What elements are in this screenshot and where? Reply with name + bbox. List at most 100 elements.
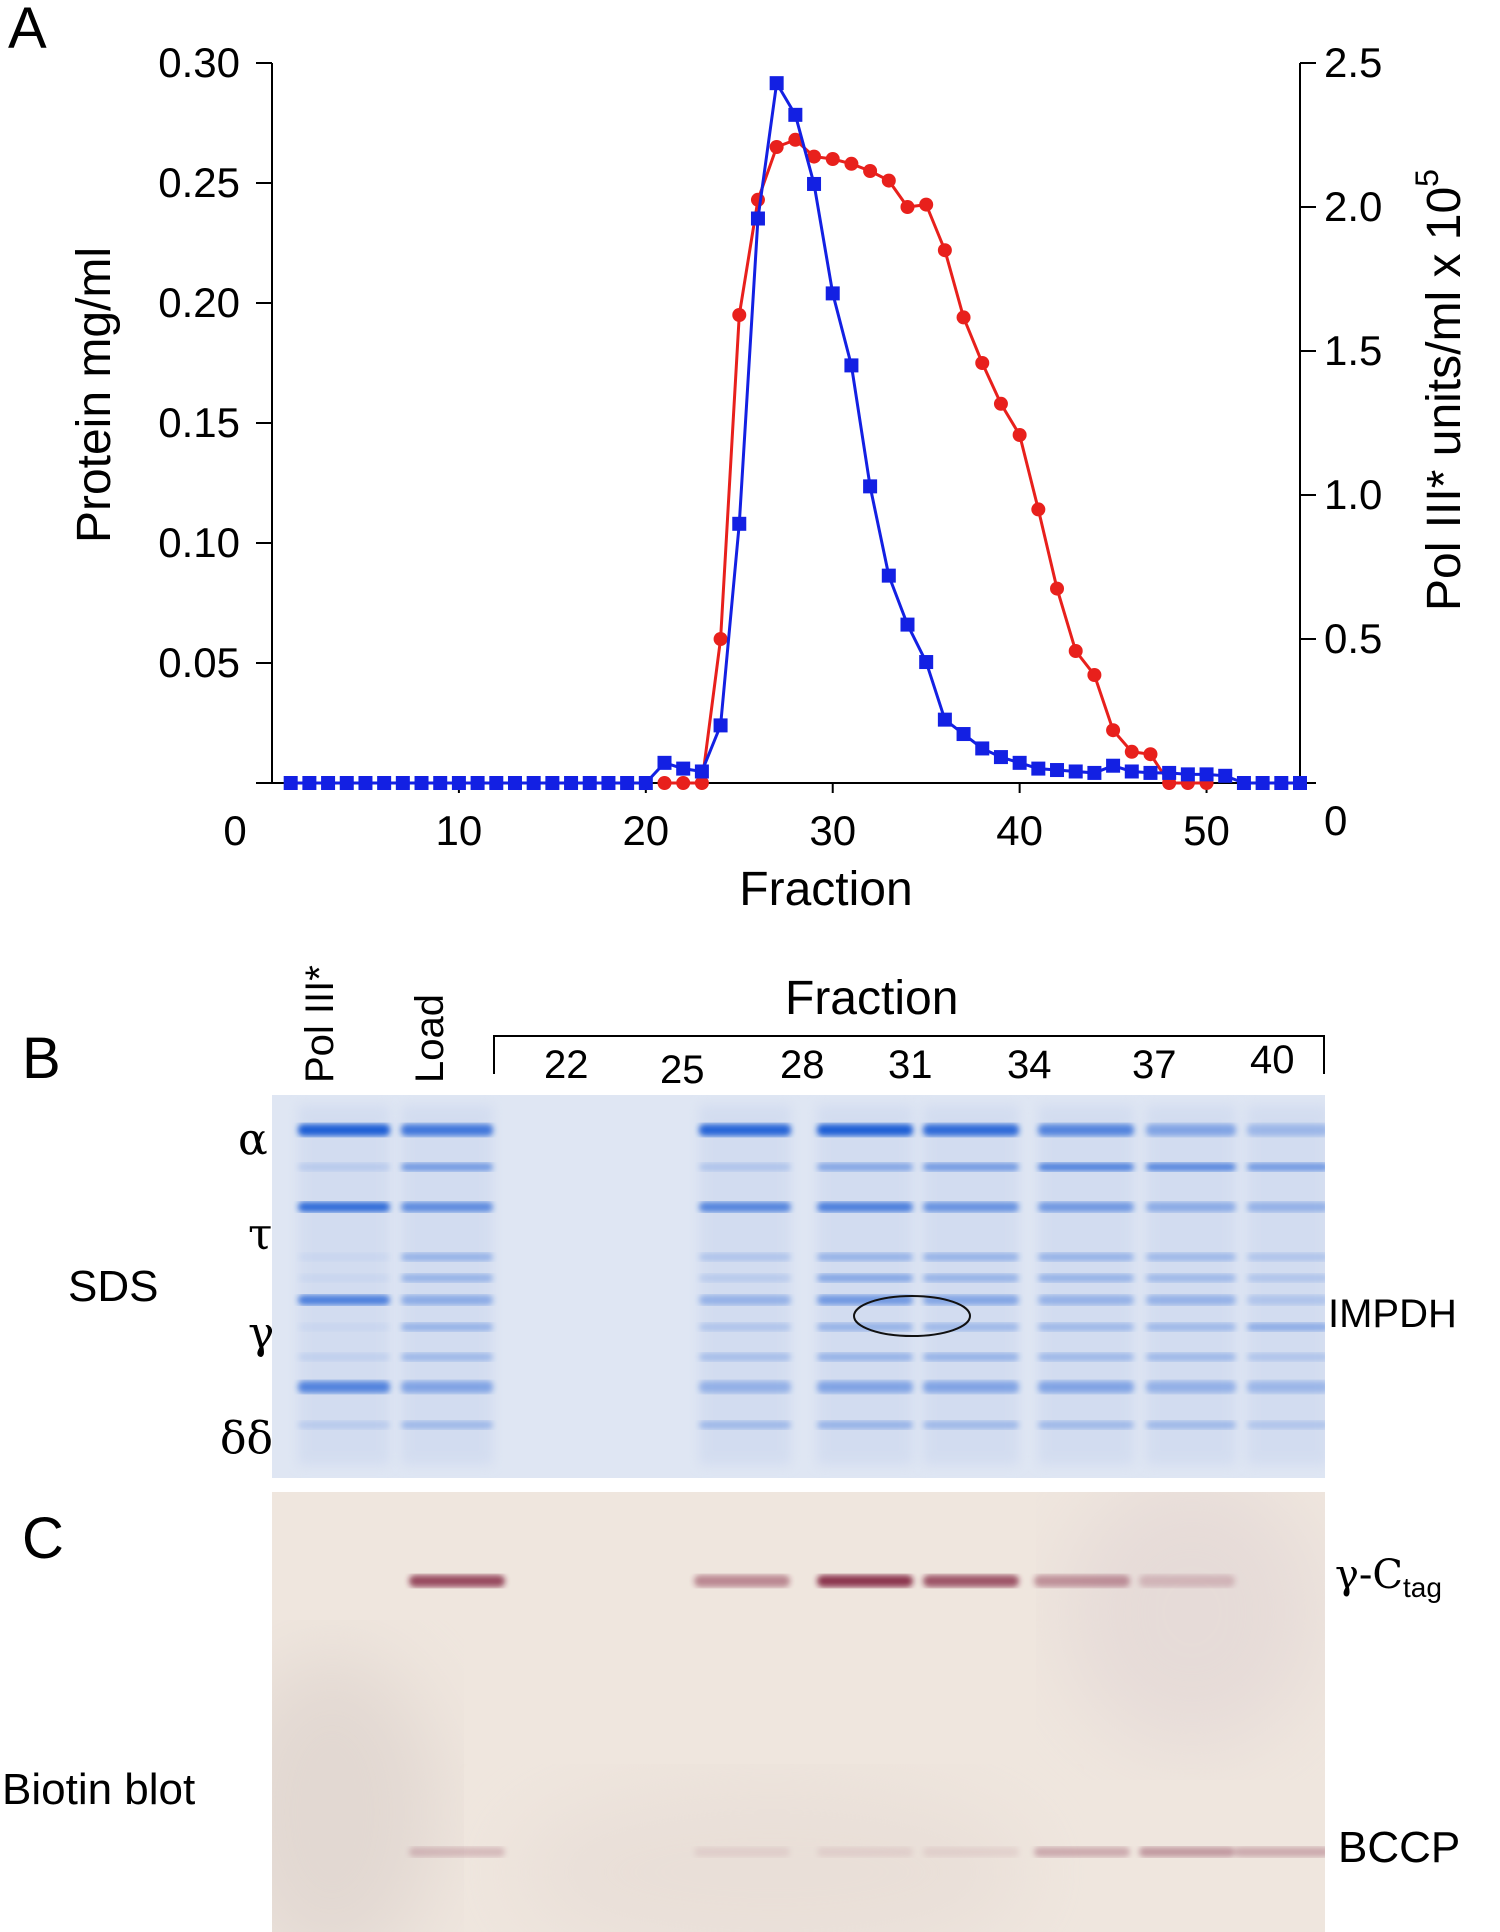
data-point [1124, 764, 1139, 779]
gel-band [401, 1253, 493, 1261]
data-point [620, 776, 635, 790]
x-axis-label: Fraction [739, 863, 912, 916]
data-point [1087, 668, 1102, 682]
biotin-blot-image [272, 1492, 1325, 1932]
blot-band-gamma-ctag [1034, 1575, 1130, 1587]
data-point [302, 776, 317, 790]
data-point [582, 776, 597, 790]
gel-band [298, 1163, 390, 1171]
data-point [1050, 763, 1065, 778]
data-point [956, 310, 971, 325]
fraction-lane-label: 25 [660, 1048, 705, 1092]
gel-band [817, 1381, 913, 1393]
fraction-bracket [493, 1035, 1325, 1074]
left-y-tick-label: 0.05 [158, 639, 240, 686]
data-point [395, 776, 410, 790]
data-point [358, 776, 373, 790]
bccp-label: BCCP [1338, 1823, 1461, 1872]
gel-band [817, 1274, 913, 1282]
data-point [900, 200, 915, 214]
gel-band [817, 1253, 913, 1261]
fraction-lane-label: 31 [888, 1043, 933, 1087]
gel-band [699, 1323, 791, 1331]
data-point [657, 755, 672, 770]
gel-band [699, 1202, 791, 1212]
data-point [1031, 761, 1046, 776]
gel-band [298, 1274, 390, 1282]
lane-label-load: Load [408, 955, 470, 1085]
data-point [470, 776, 485, 790]
gamma-ctag-subscript: tag [1403, 1572, 1442, 1603]
data-point [769, 76, 784, 91]
panel-label-b: B [22, 1026, 61, 1091]
fraction-chart: 0 10 20 30 40 500.300.250.200.150.100.052.52.… [68, 39, 1471, 916]
data-point [1199, 767, 1214, 782]
data-point [863, 479, 878, 494]
data-point [807, 149, 822, 164]
gel-band [923, 1353, 1019, 1361]
fraction-lane-label: 40 [1250, 1038, 1295, 1082]
data-point [339, 776, 354, 790]
gel-band [817, 1163, 913, 1171]
data-point [993, 396, 1008, 411]
x-tick-label: 10 [436, 807, 483, 854]
right-y-axis-label-exponent: 5 [1409, 169, 1445, 187]
data-point [993, 750, 1008, 765]
data-point [769, 140, 784, 154]
gel-band [298, 1323, 390, 1331]
gel-band [923, 1295, 1019, 1305]
right-y-tick-label: 1.5 [1324, 327, 1382, 374]
gel-band [923, 1253, 1019, 1261]
left-y-axis-label: Protein mg/ml [68, 247, 121, 543]
gel-band [298, 1202, 390, 1212]
data-point [601, 776, 616, 790]
data-point [788, 132, 803, 147]
fraction-lane-label: 34 [1007, 1043, 1052, 1087]
data-point [1031, 502, 1046, 517]
data-point [433, 776, 448, 790]
data-point [676, 761, 691, 776]
data-point [750, 192, 765, 207]
gel-band [817, 1353, 913, 1361]
biotin-blot-row-label: Biotin blot [2, 1765, 196, 1814]
gamma-ctag-text: γ-C [1335, 1552, 1404, 1598]
blot-band-bccp [923, 1847, 1019, 1857]
data-point [507, 776, 522, 790]
data-point [1274, 776, 1289, 790]
blot-band-bccp [1034, 1847, 1130, 1857]
blot-band-bccp [694, 1847, 790, 1857]
blot-band-gamma-ctag [1139, 1575, 1235, 1587]
fraction-lane-label: 22 [544, 1043, 589, 1087]
gel-band [923, 1323, 1019, 1331]
data-point [937, 712, 952, 727]
left-y-tick-label: 0.10 [158, 519, 240, 566]
data-point [1236, 776, 1251, 790]
fraction-header: Fraction [785, 972, 959, 1025]
sds-row-label: SDS [68, 1262, 159, 1311]
blot-band-gamma-ctag [694, 1575, 790, 1587]
right-y-axis-label: Pol III* units/ml x 105 [1409, 169, 1471, 611]
gel-band [1247, 1163, 1325, 1171]
gel-band [1247, 1274, 1325, 1282]
data-point [451, 776, 466, 790]
data-point [414, 776, 429, 790]
data-point [545, 776, 560, 790]
data-point [1143, 765, 1158, 780]
data-point [1050, 581, 1065, 596]
lane-label-pol3-text: Pol III* [298, 965, 342, 1083]
gel-band [1247, 1353, 1325, 1361]
data-point [1087, 765, 1102, 780]
gel-band [699, 1381, 791, 1393]
data-point [975, 741, 990, 756]
gel-band [923, 1421, 1019, 1429]
gel-lane-smear [1247, 1105, 1325, 1465]
data-point [321, 776, 336, 790]
gel-band [401, 1323, 493, 1331]
gel-band [401, 1163, 493, 1171]
left-y-tick-label: 0.25 [158, 159, 240, 206]
fraction-lane-label: 37 [1132, 1043, 1177, 1087]
gel-band [1146, 1323, 1236, 1331]
gel-band [298, 1353, 390, 1361]
series-line-2 [290, 78, 1300, 785]
data-point [1293, 776, 1307, 790]
